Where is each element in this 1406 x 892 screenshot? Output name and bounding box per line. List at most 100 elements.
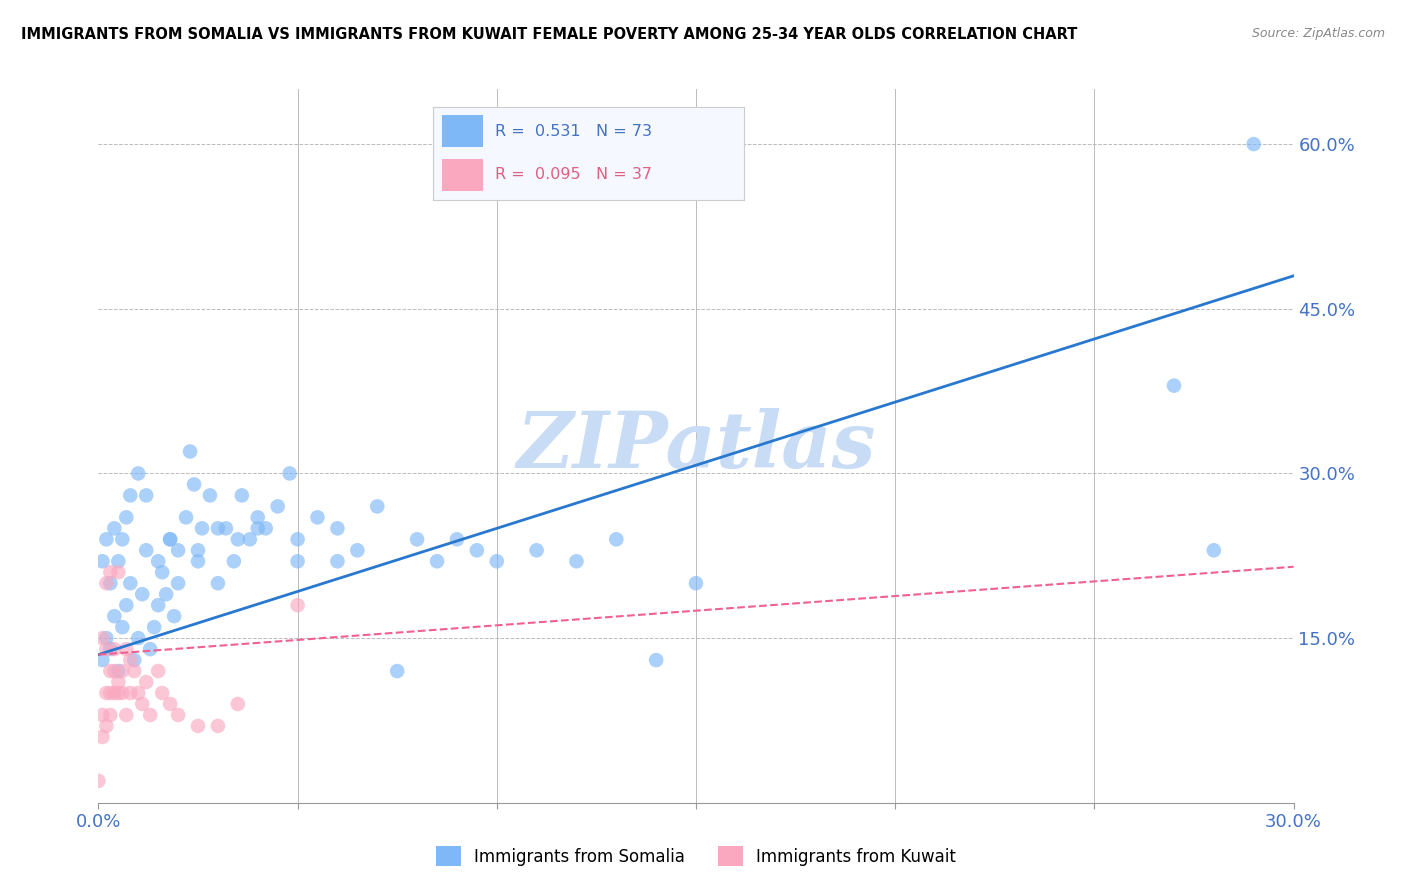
Point: [131, 697, 153, 711]
Point: [326, 521, 349, 535]
Point: [215, 521, 238, 535]
Point: [446, 533, 468, 547]
Point: [91, 631, 114, 645]
Point: [120, 488, 142, 502]
Text: IMMIGRANTS FROM SOMALIA VS IMMIGRANTS FROM KUWAIT FEMALE POVERTY AMONG 25-34 YEA: IMMIGRANTS FROM SOMALIA VS IMMIGRANTS FR…: [21, 27, 1077, 42]
Point: [100, 642, 122, 657]
Point: [385, 664, 409, 678]
Point: [100, 686, 122, 700]
Point: [103, 609, 125, 624]
Point: [183, 477, 205, 491]
Point: [103, 664, 125, 678]
Point: [485, 554, 508, 568]
Legend: Immigrants from Somalia, Immigrants from Kuwait: Immigrants from Somalia, Immigrants from…: [429, 839, 963, 873]
Point: [226, 533, 249, 547]
Point: [107, 566, 129, 580]
Point: [307, 510, 329, 524]
Point: [96, 533, 118, 547]
Point: [100, 576, 122, 591]
Point: [246, 521, 269, 535]
Point: [191, 521, 214, 535]
Point: [465, 543, 488, 558]
Point: [100, 664, 122, 678]
Point: [100, 566, 122, 580]
Point: [120, 653, 142, 667]
Point: [111, 686, 134, 700]
Point: [135, 488, 157, 502]
Point: [226, 697, 249, 711]
Point: [96, 631, 118, 645]
Point: [127, 631, 149, 645]
Point: [198, 488, 221, 502]
Point: [163, 609, 186, 624]
Point: [115, 708, 138, 723]
Point: [91, 653, 114, 667]
Point: [159, 533, 181, 547]
Point: [406, 533, 429, 547]
Point: [96, 719, 118, 733]
Point: [685, 576, 707, 591]
Point: [187, 543, 209, 558]
Point: [207, 719, 229, 733]
Text: ZIPatlas: ZIPatlas: [516, 408, 876, 484]
Point: [187, 554, 209, 568]
Point: [107, 675, 129, 690]
Point: [287, 533, 309, 547]
Point: [167, 543, 190, 558]
Point: [148, 598, 170, 612]
Point: [135, 675, 157, 690]
Point: [150, 566, 173, 580]
Point: [526, 543, 548, 558]
Point: [246, 510, 269, 524]
Point: [111, 664, 134, 678]
Point: [107, 554, 129, 568]
Point: [124, 664, 146, 678]
Point: [107, 686, 129, 700]
Point: [115, 510, 138, 524]
Point: [239, 533, 262, 547]
Point: [139, 642, 162, 657]
Point: [187, 719, 209, 733]
Point: [115, 598, 138, 612]
Point: [267, 500, 290, 514]
Point: [167, 576, 190, 591]
Point: [103, 686, 125, 700]
Point: [111, 533, 134, 547]
Point: [96, 576, 118, 591]
Point: [155, 587, 177, 601]
Point: [127, 686, 149, 700]
Point: [96, 686, 118, 700]
Point: [207, 521, 229, 535]
Point: [100, 708, 122, 723]
Point: [139, 708, 162, 723]
Point: [254, 521, 277, 535]
Point: [148, 554, 170, 568]
Point: [207, 576, 229, 591]
Point: [91, 554, 114, 568]
Point: [96, 642, 118, 657]
Point: [120, 686, 142, 700]
Point: [287, 554, 309, 568]
Point: [150, 686, 173, 700]
Point: [143, 620, 166, 634]
Point: [120, 576, 142, 591]
Point: [1243, 137, 1265, 152]
Point: [426, 554, 449, 568]
Point: [135, 543, 157, 558]
Text: Source: ZipAtlas.com: Source: ZipAtlas.com: [1251, 27, 1385, 40]
Point: [366, 500, 388, 514]
Point: [159, 533, 181, 547]
Point: [645, 653, 668, 667]
Point: [148, 664, 170, 678]
Point: [87, 773, 110, 788]
Point: [1202, 543, 1225, 558]
Point: [103, 642, 125, 657]
Point: [111, 620, 134, 634]
Point: [107, 664, 129, 678]
Point: [605, 533, 627, 547]
Point: [91, 708, 114, 723]
Point: [346, 543, 368, 558]
Point: [174, 510, 197, 524]
Point: [127, 467, 149, 481]
Point: [278, 467, 301, 481]
